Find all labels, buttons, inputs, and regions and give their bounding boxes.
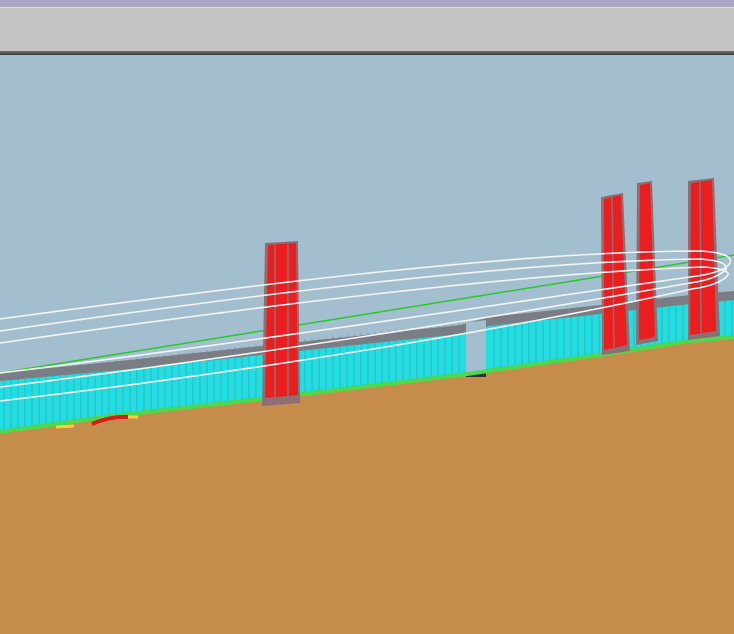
yellow-marker [55, 424, 75, 429]
flight-path [0, 250, 732, 374]
tower-body [690, 180, 716, 335]
tower [262, 241, 300, 406]
flight-paths [0, 250, 732, 402]
flight-path [0, 266, 729, 402]
tower [636, 181, 658, 345]
barrier-gap [466, 320, 486, 375]
toolbar-divider [0, 51, 734, 55]
tower-body [604, 195, 627, 350]
title-bar [0, 0, 734, 7]
tower-body [639, 183, 655, 340]
tower-seam [699, 181, 702, 334]
scene-canvas[interactable] [0, 55, 734, 634]
barrier-gap-base [466, 373, 486, 377]
toolbar [0, 7, 734, 51]
red-marker [91, 414, 129, 426]
flight-path [0, 258, 727, 388]
terrain [0, 337, 734, 634]
3d-viewport[interactable] [0, 55, 734, 634]
tower [601, 193, 630, 355]
tower-body [265, 243, 298, 398]
